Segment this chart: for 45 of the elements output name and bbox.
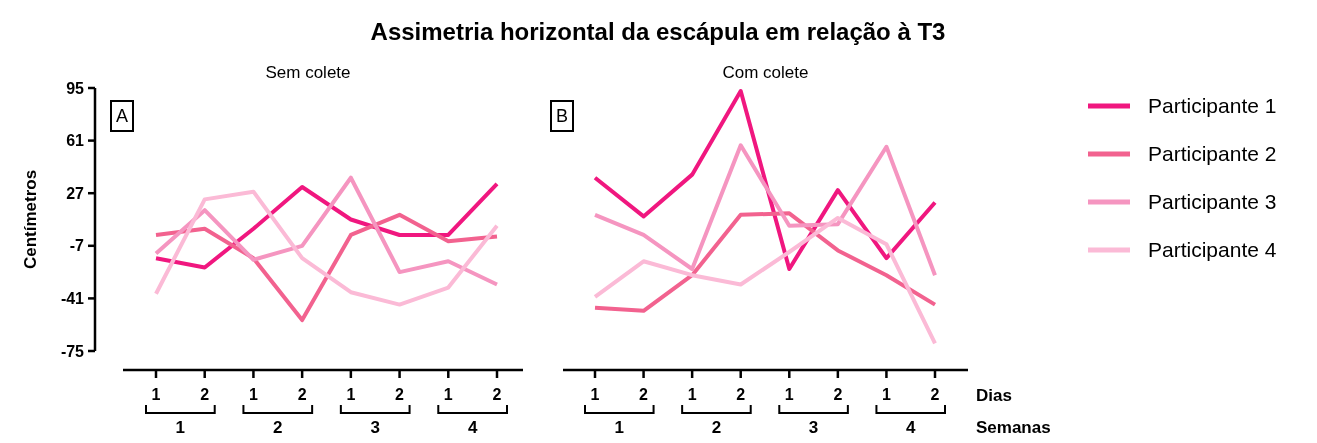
legend-label: Participante 3 (1148, 190, 1277, 214)
x-tick-label: 2 (736, 386, 746, 403)
x-tick-label: 2 (639, 386, 649, 403)
y-tick-label: 27 (66, 184, 85, 202)
x-tick-label: 2 (200, 386, 210, 403)
text: 1 (614, 418, 625, 437)
x-tick-label: 1 (881, 386, 891, 403)
text: Dias (976, 386, 1012, 405)
x-tick-label: 2 (395, 386, 405, 403)
text: 3 (808, 418, 819, 437)
y-tick-label: -7 (69, 237, 85, 255)
x-tick-label: 2 (492, 386, 502, 403)
x-tick-label: 1 (590, 386, 600, 403)
x-tick-label: 1 (784, 386, 794, 403)
x-tick-label: 1 (346, 386, 356, 403)
chart-subtitle: Com colete (722, 63, 809, 82)
x-tick-label: 2 (930, 386, 940, 403)
text: A (115, 106, 129, 126)
x-tick-label: 1 (248, 386, 258, 403)
y-tick-label: 95 (66, 79, 85, 97)
legend-label: Participante 4 (1148, 238, 1277, 262)
text: Semanas (976, 418, 1051, 437)
x-tick-label: 1 (443, 386, 453, 403)
y-axis-title: Centímetros (21, 169, 40, 270)
text: 1 (175, 418, 186, 437)
text: 2 (273, 418, 283, 437)
y-tick-label: -41 (60, 290, 85, 307)
y-tick-label: 61 (66, 132, 85, 150)
x-tick-label: 1 (151, 386, 161, 403)
line-series (154, 189, 499, 307)
y-tick-label: -75 (60, 342, 85, 360)
chart-subtitle: Sem colete (265, 63, 351, 82)
x-tick-label: 2 (833, 386, 843, 403)
text: Assimetria horizontal da escápula em relação à T3 (370, 18, 946, 45)
legend-label: Participante 1 (1148, 94, 1277, 118)
text: 3 (370, 418, 380, 437)
text: B (555, 106, 569, 126)
line-series (154, 212, 499, 323)
text: 4 (467, 418, 478, 437)
text: 4 (905, 418, 916, 437)
text: 2 (711, 418, 722, 437)
legend-label: Participante 2 (1148, 142, 1277, 166)
line-series (154, 175, 499, 287)
x-tick-label: 2 (297, 386, 307, 403)
x-tick-label: 1 (687, 386, 697, 403)
